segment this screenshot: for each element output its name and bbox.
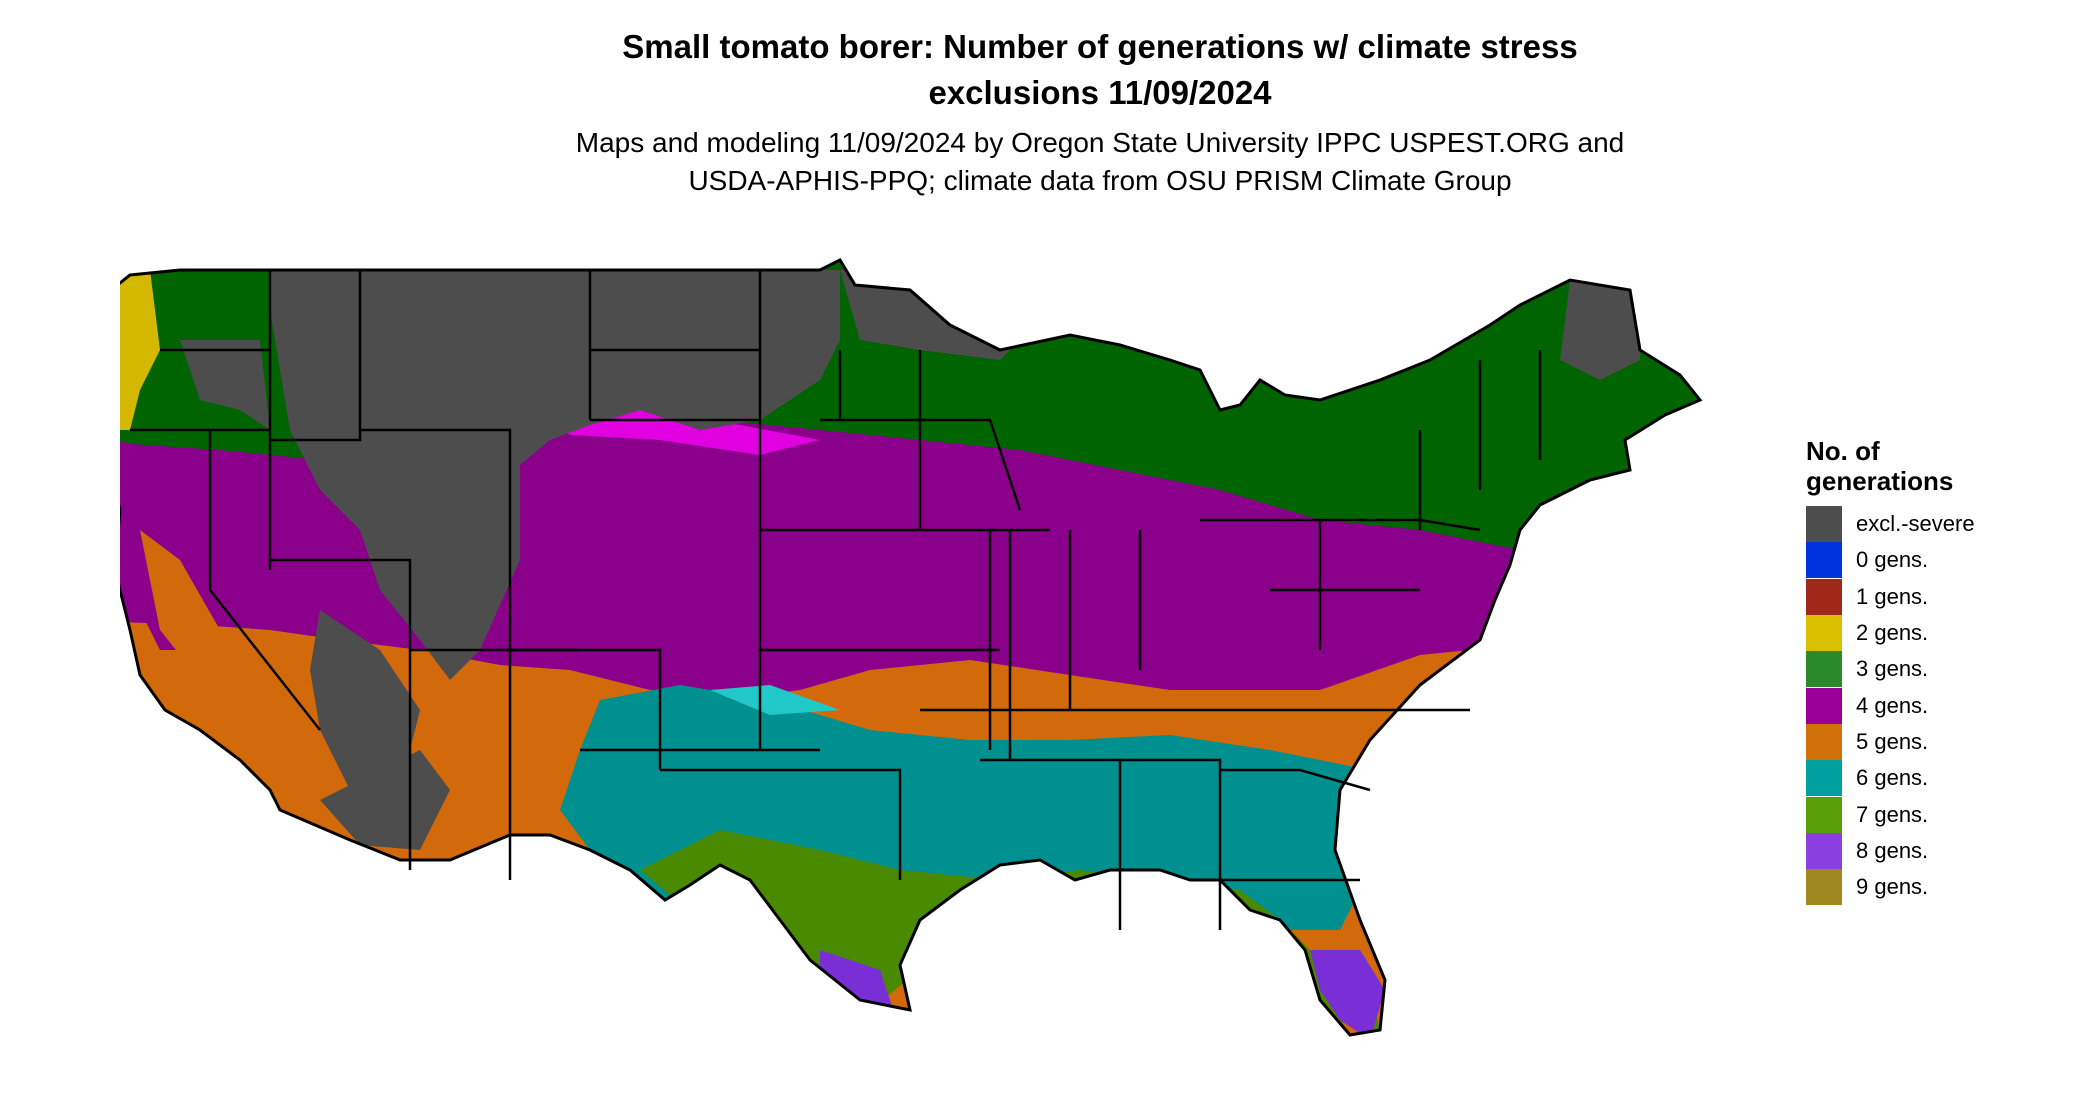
- legend-item: excl.-severe: [1806, 506, 2066, 543]
- legend-label: excl.-severe: [1856, 511, 1975, 537]
- legend-item: 6 gens.: [1806, 760, 2066, 797]
- legend-swatch: [1806, 542, 1842, 579]
- legend-title-line-2: generations: [1806, 466, 1954, 496]
- map-title-line-2: exclusions 11/09/2024: [928, 74, 1272, 111]
- map-subtitle-line-1: Maps and modeling 11/09/2024 by Oregon S…: [575, 127, 1625, 158]
- legend-item: 2 gens.: [1806, 615, 2066, 652]
- legend-label: 3 gens.: [1856, 656, 1929, 682]
- legend-item: 1 gens.: [1806, 578, 2066, 615]
- legend-item: 5 gens.: [1806, 723, 2066, 760]
- legend-label: 5 gens.: [1856, 728, 1929, 754]
- us-generations-map: [120, 258, 1702, 1037]
- legend-swatch: [1806, 651, 1842, 688]
- legend-label: 4 gens.: [1856, 692, 1929, 718]
- legend-label: 6 gens.: [1856, 765, 1929, 791]
- legend-label: 8 gens.: [1856, 837, 1929, 863]
- state-borders: [130, 270, 1542, 930]
- legend-swatch: [1806, 832, 1842, 869]
- legend-swatch: [1806, 506, 1842, 543]
- legend-swatch: [1806, 760, 1842, 797]
- legend-item: 9 gens.: [1806, 869, 2066, 906]
- legend-label: 9 gens.: [1856, 874, 1929, 900]
- legend-swatch: [1806, 869, 1842, 906]
- legend-items: excl.-severe 0 gens. 1 gens. 2 gens. 3 gens.…: [1806, 506, 2066, 906]
- legend-item: 8 gens.: [1806, 832, 2066, 869]
- legend-swatch: [1806, 723, 1842, 760]
- legend-label: 2 gens.: [1856, 620, 1929, 646]
- legend-title: No. of generations: [1806, 436, 2066, 496]
- legend-label: 1 gens.: [1856, 583, 1929, 609]
- legend-swatch: [1806, 578, 1842, 615]
- legend-swatch: [1806, 615, 1842, 652]
- legend-item: 4 gens.: [1806, 687, 2066, 724]
- legend-title-line-1: No. of: [1806, 436, 1880, 466]
- legend-label: 7 gens.: [1856, 801, 1929, 827]
- legend-swatch: [1806, 796, 1842, 833]
- legend-label: 0 gens.: [1856, 547, 1929, 573]
- legend-swatch: [1806, 687, 1842, 724]
- map-title-line-1: Small tomato borer: Number of generation…: [622, 28, 1578, 65]
- legend-item: 7 gens.: [1806, 796, 2066, 833]
- legend-item: 3 gens.: [1806, 651, 2066, 688]
- legend-item: 0 gens.: [1806, 542, 2066, 579]
- map-subtitle-line-2: USDA-APHIS-PPQ; climate data from OSU PR…: [688, 165, 1512, 196]
- map-legend: No. of generations excl.-severe 0 gens. 1 …: [1806, 436, 2066, 906]
